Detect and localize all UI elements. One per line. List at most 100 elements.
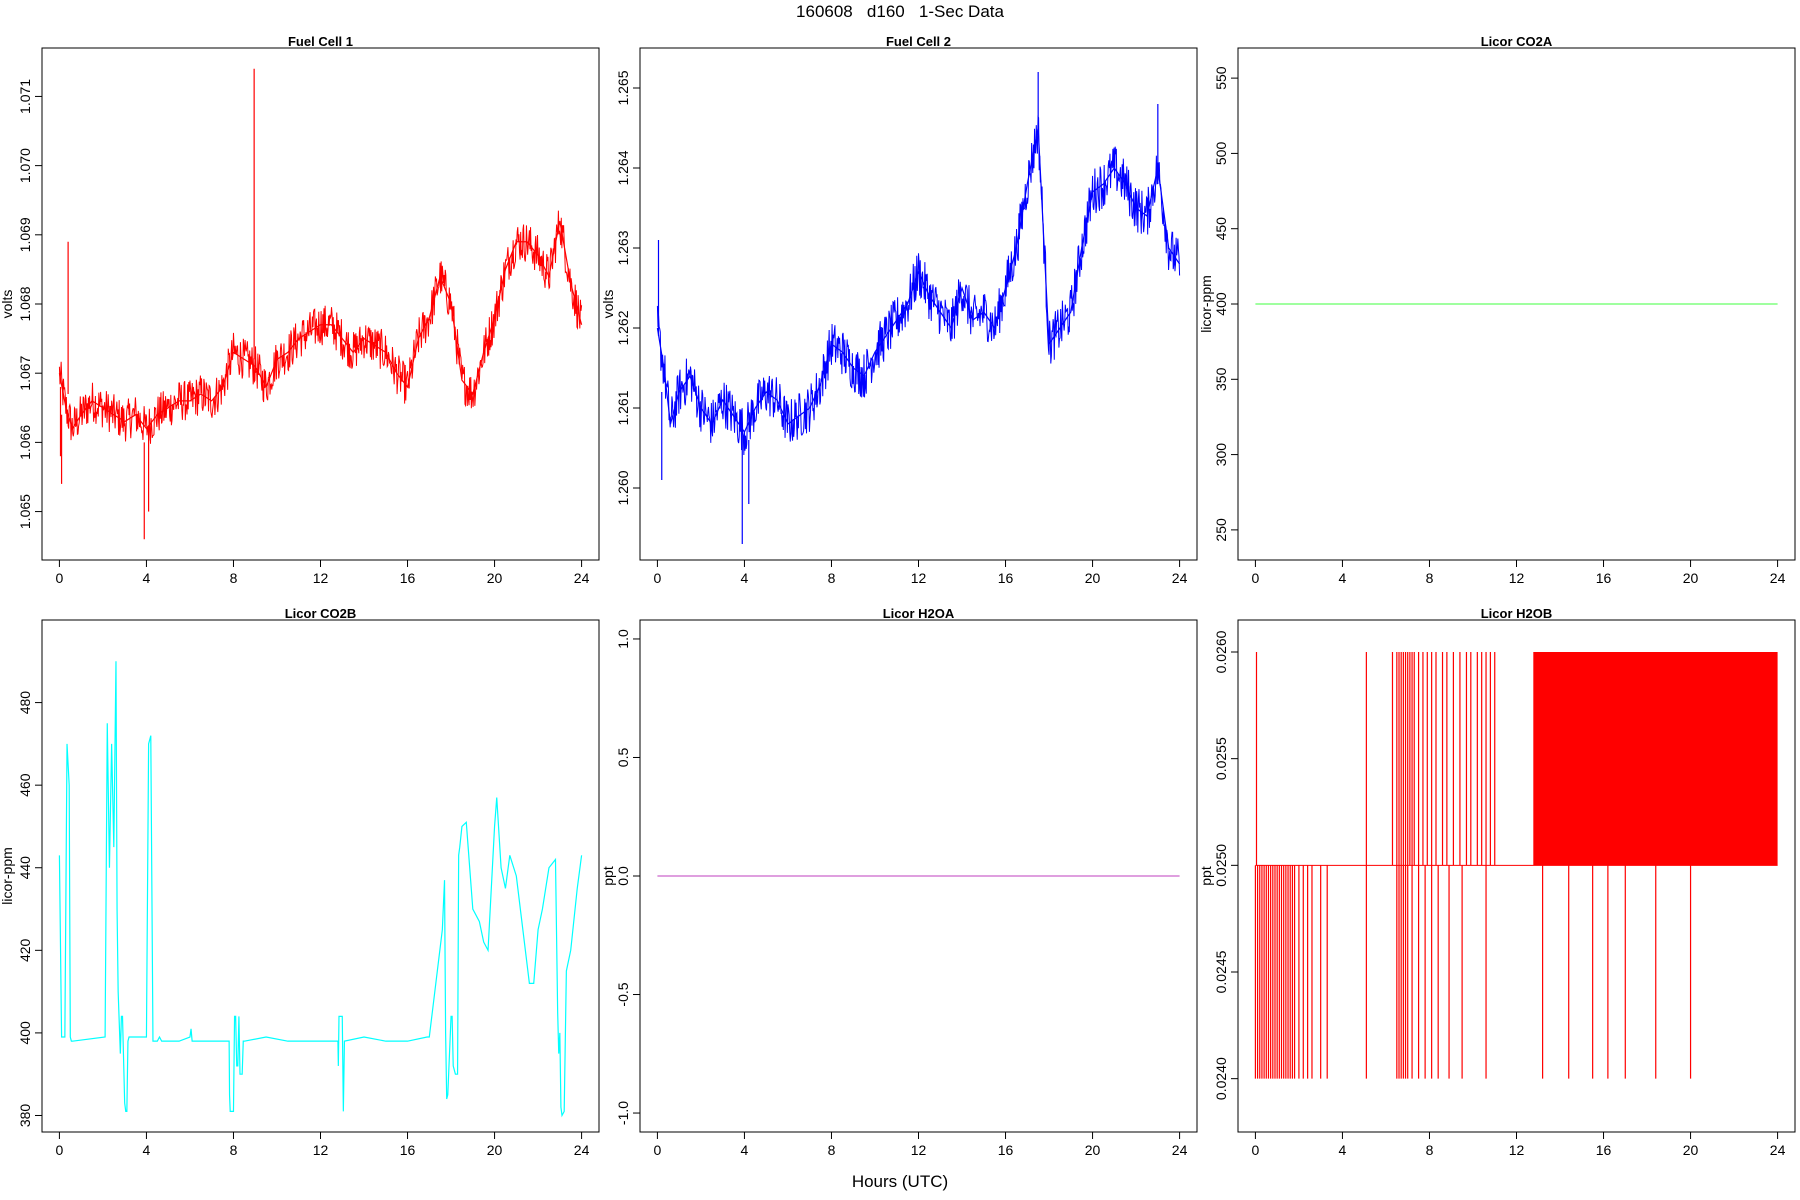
x-tick-label: 20 [487, 570, 503, 586]
x-tick-label: 24 [574, 1142, 590, 1158]
y-tick-label: 1.070 [17, 148, 33, 183]
panel-title: Fuel Cell 1 [288, 34, 353, 49]
x-tick-label: 20 [1683, 1142, 1699, 1158]
y-tick-label: 0.0245 [1213, 950, 1229, 993]
series-noise [656, 115, 1181, 456]
y-axis-label: volts [0, 290, 15, 319]
y-axis-label: ppt [1198, 866, 1214, 886]
y-tick-label: 1.263 [615, 230, 631, 265]
panel-4: Licor CO2B 0 4 8 12 16 20 24 380 400 420 440 460 480 l… [0, 606, 600, 1158]
y-tick-label: 0.5 [615, 748, 631, 768]
y-tick-label: 1.066 [17, 425, 33, 460]
y-tick-label: 480 [17, 691, 33, 715]
series-line [58, 661, 583, 1118]
x-tick-label: 16 [400, 1142, 416, 1158]
x-tick-label: 16 [1596, 570, 1612, 586]
panel-frame [639, 47, 1198, 561]
x-tick-label: 16 [1596, 1142, 1612, 1158]
y-tick-label: 1.069 [17, 217, 33, 252]
panel-plot-area [1254, 652, 1778, 1079]
panel-title: Licor H2OA [883, 606, 955, 621]
y-tick-label: 1.065 [17, 494, 33, 529]
x-tick-label: 16 [400, 570, 416, 586]
panel-title: Licor CO2A [1481, 34, 1553, 49]
y-tick-label: 0.0250 [1213, 844, 1229, 887]
y-tick-label: -1.0 [615, 1101, 631, 1125]
panel-1: Fuel Cell 1 0 4 8 12 16 20 24 1.065 1.066 1.067 1.0… [0, 34, 600, 586]
x-tick-label: 0 [654, 570, 662, 586]
data-band [1533, 652, 1778, 866]
x-tick-label: 24 [574, 570, 590, 586]
x-tick-label: 24 [1770, 1142, 1786, 1158]
x-tick-label: 8 [230, 1142, 238, 1158]
y-tick-label: 1.0 [615, 629, 631, 649]
panel-title: Licor H2OB [1481, 606, 1553, 621]
x-tick-label: 12 [911, 570, 927, 586]
x-tick-label: 12 [911, 1142, 927, 1158]
y-tick-label: 0.0260 [1213, 630, 1229, 673]
y-tick-label: 1.261 [615, 390, 631, 425]
x-tick-label: 4 [741, 570, 749, 586]
x-tick-label: 8 [1426, 570, 1434, 586]
panel-title: Fuel Cell 2 [886, 34, 951, 49]
x-tick-label: 0 [1252, 570, 1260, 586]
x-tick-label: 16 [998, 1142, 1014, 1158]
y-tick-label: 1.071 [17, 79, 33, 114]
panel-6: Licor H2OB 0 4 8 12 16 20 24 0.0240 0.0245 0.0250 0… [1198, 606, 1796, 1158]
y-tick-label: 0.0255 [1213, 737, 1229, 780]
y-tick-label: 1.265 [615, 70, 631, 105]
x-tick-label: 12 [313, 570, 329, 586]
panel-plot-area [58, 661, 583, 1118]
panel-frame [1237, 47, 1796, 561]
y-tick-label: 1.264 [615, 150, 631, 185]
y-axis-label: ppt [600, 866, 616, 886]
y-tick-label: 450 [1213, 217, 1229, 241]
x-tick-label: 24 [1172, 1142, 1188, 1158]
x-tick-label: 4 [1339, 570, 1347, 586]
x-tick-label: 0 [56, 1142, 64, 1158]
y-tick-label: 1.068 [17, 286, 33, 321]
x-tick-label: 12 [313, 1142, 329, 1158]
x-tick-label: 0 [654, 1142, 662, 1158]
x-tick-label: 24 [1770, 570, 1786, 586]
y-tick-label: 460 [17, 773, 33, 797]
x-tick-label: 0 [56, 570, 64, 586]
y-tick-label: 350 [1213, 367, 1229, 391]
panel-frame [1237, 619, 1796, 1133]
panel-2: Fuel Cell 2 0 4 8 12 16 20 24 1.260 1.261 1.262 1.2… [600, 34, 1198, 586]
x-tick-label: 4 [143, 1142, 151, 1158]
y-tick-label: 0.0 [615, 866, 631, 886]
x-tick-label: 8 [1426, 1142, 1434, 1158]
panel-3: Licor CO2A 0 4 8 12 16 20 24 250 300 350 400 450 500 5… [1198, 34, 1796, 586]
y-tick-label: 500 [1213, 142, 1229, 166]
y-tick-label: 400 [1213, 292, 1229, 316]
panel-frame [41, 47, 600, 561]
y-tick-label: 550 [1213, 66, 1229, 90]
y-tick-label: 380 [17, 1104, 33, 1128]
y-tick-label: 420 [17, 938, 33, 962]
panel-plot-area [58, 68, 583, 540]
x-tick-label: 20 [1085, 1142, 1101, 1158]
y-axis-label: licor-ppm [0, 847, 15, 905]
x-tick-label: 4 [1339, 1142, 1347, 1158]
x-tick-label: 20 [1085, 570, 1101, 586]
x-tick-label: 8 [230, 570, 238, 586]
x-tick-label: 0 [1252, 1142, 1260, 1158]
x-tick-label: 12 [1509, 570, 1525, 586]
y-tick-label: 300 [1213, 443, 1229, 467]
y-axis-label: licor-ppm [1198, 275, 1214, 333]
x-tick-label: 8 [828, 570, 836, 586]
y-tick-label: 440 [17, 856, 33, 880]
x-tick-label: 20 [487, 1142, 503, 1158]
panel-5: Licor H2OA 0 4 8 12 16 20 24 -1.0 -0.5 0.0 0.5 1.0 pp… [600, 606, 1198, 1158]
x-tick-label: 8 [828, 1142, 836, 1158]
x-tick-label: 24 [1172, 570, 1188, 586]
series-noise [58, 210, 583, 444]
x-tick-label: 12 [1509, 1142, 1525, 1158]
panel-title: Licor CO2B [285, 606, 357, 621]
y-tick-label: 1.067 [17, 355, 33, 390]
panel-plot-area [656, 72, 1181, 544]
y-tick-label: 250 [1213, 518, 1229, 542]
x-tick-label: 4 [741, 1142, 749, 1158]
